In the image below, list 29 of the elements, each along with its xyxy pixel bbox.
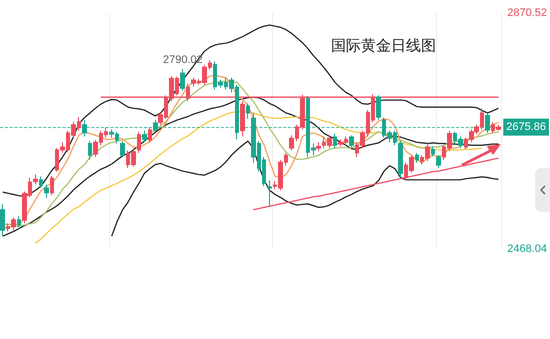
candlestick [333, 133, 337, 149]
candlestick [17, 216, 21, 228]
candlestick [50, 175, 54, 196]
candlestick [180, 68, 185, 92]
text: 国际黄金日线图 [331, 36, 436, 54]
candlestick [142, 130, 147, 143]
candlestick [39, 176, 43, 189]
candlestick [316, 142, 321, 152]
candlestick [44, 184, 49, 199]
candlestick [246, 103, 250, 120]
line-series [2, 24, 500, 197]
y-tick-label: 2468.04 [507, 243, 548, 255]
candlestick [120, 140, 125, 158]
candlestick [88, 140, 92, 160]
candlestick [415, 152, 419, 164]
candlestick [398, 140, 403, 178]
candlestick [0, 203, 5, 237]
candlestick [376, 94, 381, 121]
candlestick [431, 146, 435, 157]
candlestick [137, 131, 141, 154]
y-tick-label: 2870.52 [507, 7, 548, 19]
candlestick [240, 100, 245, 137]
line-series [111, 140, 500, 237]
candlestick [436, 154, 441, 169]
candlestick [148, 126, 152, 143]
candlestick [349, 134, 354, 149]
candlestick [267, 180, 272, 208]
ref-line-label: 2675.86 [506, 121, 546, 134]
line-series [2, 96, 500, 237]
